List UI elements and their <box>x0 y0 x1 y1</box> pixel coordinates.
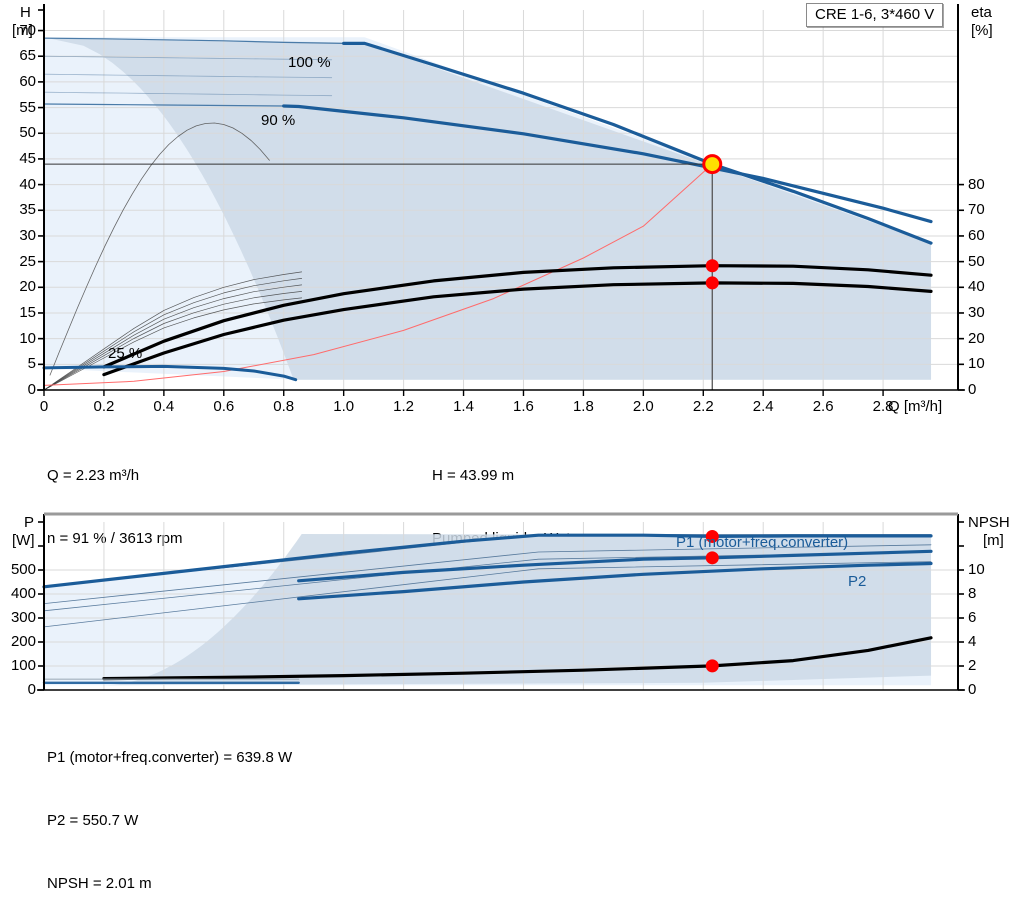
top-y-tick: 35 <box>19 201 36 219</box>
top-x-tick: 1.8 <box>572 398 594 415</box>
bottom-y-tick: 0 <box>27 681 36 698</box>
result-p2: P2 = 550.7 W <box>47 812 139 829</box>
top-x-axis-name: Q [m³/h] <box>888 398 943 415</box>
p1-curve-label: P1 (motor+freq.converter) <box>676 534 849 551</box>
top-y-tick: 25 <box>19 252 36 270</box>
npsh-point <box>705 659 719 673</box>
top-y-tick: 60 <box>19 72 36 90</box>
top-y2-axis-name: eta <box>971 4 992 21</box>
bottom-y2-tick: 4 <box>968 633 977 650</box>
top-x-tick: 2.2 <box>692 398 714 415</box>
top-x-tick: 2.4 <box>752 398 774 415</box>
p2-point <box>705 551 719 565</box>
top-y2-tick: 70 <box>968 201 985 219</box>
top-x-tick: 0.6 <box>213 398 235 415</box>
top-y-tick: 50 <box>19 124 36 142</box>
speed-label-90: 90 % <box>261 112 296 129</box>
speed-label-100: 100 % <box>288 54 331 71</box>
top-y-tick: 40 <box>19 175 36 193</box>
top-y2-tick: 50 <box>968 252 985 270</box>
results-bottom: P1 (motor+freq.converter) = 639.8 W P2 =… <box>47 705 292 915</box>
top-chart-canvas <box>37 4 965 396</box>
top-x-tick: 0.4 <box>153 398 175 415</box>
bottom-y2-tick: 0 <box>968 681 977 698</box>
top-y-tick: 15 <box>19 303 36 321</box>
top-x-tick: 0.2 <box>93 398 115 415</box>
pump-model-title: CRE 1-6, 3*460 V <box>806 3 944 27</box>
top-y-tick: 10 <box>19 329 36 347</box>
top-y2-tick: 60 <box>968 226 985 244</box>
top-y2-tick: 30 <box>968 303 985 321</box>
top-y-tick: 5 <box>27 355 36 373</box>
p2-curve-label: P2 <box>848 573 867 590</box>
top-y-axis-unit: [m] <box>12 22 33 39</box>
result-speed: n = 91 % / 3613 rpm <box>47 530 183 547</box>
bottom-y2-tick: 10 <box>968 561 985 578</box>
bottom-y-tick: 100 <box>10 657 36 674</box>
bottom-y2-axis-name: NPSH <box>968 514 1010 531</box>
top-x-tick: 1.6 <box>513 398 534 415</box>
top-y2-tick: 10 <box>968 355 985 373</box>
top-y2-axis-unit: [%] <box>971 22 993 39</box>
top-x-tick: 1.0 <box>333 398 355 415</box>
top-y2-tick: 40 <box>968 278 985 296</box>
top-y-tick: 30 <box>19 226 36 244</box>
result-p1: P1 (motor+freq.converter) = 639.8 W <box>47 749 293 766</box>
top-x-tick: 2.8 <box>872 398 894 415</box>
bottom-y-axis-name: P <box>24 514 35 531</box>
top-y-tick: 45 <box>19 149 36 167</box>
p1-point <box>705 529 719 543</box>
top-x-tick: 1.4 <box>453 398 474 415</box>
power-npsh-chart: P [W] NPSH [m] P1 (motor+freq.converter)… <box>0 510 1024 710</box>
top-y-axis-name: H <box>20 4 31 21</box>
head-eta-chart: H [m] eta [%] CRE 1-6, 3*460 V 100 % 90 … <box>0 0 1024 420</box>
top-x-tick: 0 <box>39 398 49 415</box>
result-npsh: NPSH = 2.01 m <box>47 875 152 892</box>
top-y-tick: 70 <box>19 21 36 39</box>
bottom-y2-tick: 2 <box>968 657 977 674</box>
bottom-y2-tick: 8 <box>968 585 977 602</box>
top-x-tick: 1.2 <box>393 398 415 415</box>
top-y-tick: 0 <box>27 381 36 398</box>
duty-point-marker <box>702 154 723 175</box>
result-h: H = 43.99 m <box>432 467 515 484</box>
bottom-chart-canvas <box>37 512 965 691</box>
bottom-y2-tick: 6 <box>968 609 977 626</box>
eta-duty-point <box>705 259 719 273</box>
bottom-y-axis-unit: [W] <box>12 532 35 549</box>
top-y-tick: 20 <box>19 278 36 296</box>
top-y-tick: 65 <box>19 47 36 65</box>
bottom-y2-axis-unit: [m] <box>983 532 1004 549</box>
top-x-tick: 0.8 <box>273 398 295 415</box>
eta-duty-point <box>705 276 719 290</box>
bottom-y-tick: 200 <box>10 633 36 650</box>
top-y2-tick: 20 <box>968 329 985 347</box>
top-y2-tick: 80 <box>968 175 985 193</box>
top-x-tick: 2.0 <box>632 398 654 415</box>
bottom-y-tick: 400 <box>10 585 36 602</box>
top-y2-tick: 0 <box>968 381 977 398</box>
bottom-y-tick: 500 <box>10 561 36 578</box>
top-x-tick: 2.6 <box>812 398 834 415</box>
bottom-y-tick: 300 <box>10 609 36 626</box>
top-y-tick: 55 <box>19 98 36 116</box>
result-q: Q = 2.23 m³/h <box>47 467 140 484</box>
speed-label-25: 25 % <box>108 345 143 362</box>
